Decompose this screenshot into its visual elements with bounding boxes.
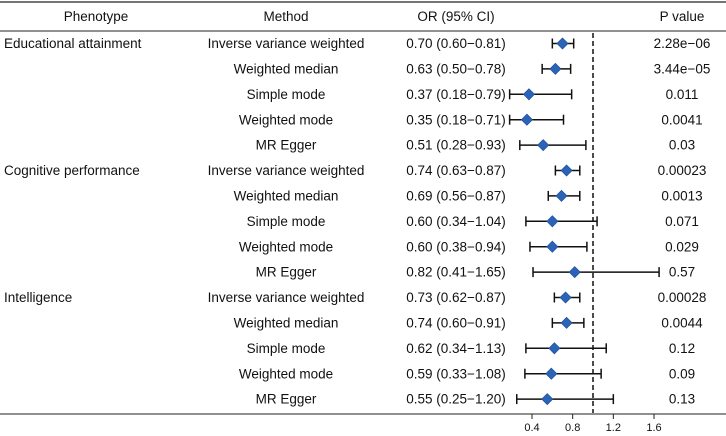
method-label: Simple mode (247, 214, 326, 229)
or-ci-label: 0.37 (0.18−0.79) (406, 87, 505, 102)
method-label: Inverse variance weighted (208, 163, 365, 178)
x-axis: 0.4 0.8 1.2 1.6 (524, 414, 662, 434)
point-estimate-diamond (559, 291, 572, 304)
point-estimate-diamond (522, 88, 535, 101)
method-label: Weighted median (234, 62, 339, 77)
method-label: Weighted mode (239, 112, 333, 127)
method-label: Inverse variance weighted (208, 290, 365, 305)
p-value-label: 3.44e−05 (654, 62, 711, 77)
x-tick-label: 1.6 (646, 422, 661, 434)
point-estimate-diamond (545, 367, 558, 380)
point-estimate-diamond (548, 342, 561, 355)
p-value-label: 0.00023 (658, 163, 707, 178)
or-ci-label: 0.55 (0.25−1.20) (406, 392, 505, 407)
point-estimate-diamond (568, 266, 581, 279)
header-phenotype: Phenotype (64, 9, 129, 24)
p-value-label: 0.0044 (661, 316, 703, 331)
header-method: Method (263, 9, 308, 24)
p-value-label: 0.0041 (661, 112, 702, 127)
or-ci-label: 0.62 (0.34−1.13) (406, 341, 505, 356)
p-value-label: 0.09 (669, 366, 695, 381)
point-estimate-diamond (555, 189, 568, 202)
method-label: Simple mode (247, 87, 326, 102)
or-ci-label: 0.59 (0.33−1.08) (406, 366, 505, 381)
p-value-label: 0.0013 (661, 189, 702, 204)
p-value-label: 0.029 (665, 239, 699, 254)
method-label: Weighted mode (239, 239, 333, 254)
x-tick-label: 1.2 (606, 422, 621, 434)
or-ci-label: 0.70 (0.60−0.81) (406, 36, 505, 51)
point-estimate-diamond (560, 316, 573, 329)
method-label: Weighted median (234, 189, 339, 204)
p-value-label: 0.57 (669, 265, 695, 280)
point-estimate-diamond (537, 139, 550, 152)
method-label: Simple mode (247, 341, 326, 356)
header-or: OR (95% CI) (417, 9, 494, 24)
header-pvalue: P value (660, 9, 705, 24)
or-ci-label: 0.60 (0.34−1.04) (406, 214, 505, 229)
p-value-label: 0.011 (666, 87, 699, 102)
or-ci-label: 0.82 (0.41−1.65) (406, 265, 505, 280)
method-label: MR Egger (256, 265, 317, 280)
or-ci-label: 0.60 (0.38−0.94) (406, 239, 505, 254)
p-value-label: 0.12 (669, 341, 695, 356)
p-value-label: 0.13 (669, 392, 695, 407)
or-ci-label: 0.74 (0.60−0.91) (406, 316, 505, 331)
method-label: Weighted median (234, 316, 339, 331)
p-value-label: 0.03 (669, 138, 695, 153)
method-label: Inverse variance weighted (208, 36, 365, 51)
phenotype-label: Intelligence (4, 290, 72, 305)
method-label: MR Egger (256, 392, 317, 407)
method-label: Weighted mode (239, 366, 333, 381)
phenotype-label: Educational attainment (4, 36, 142, 51)
x-tick-label: 0.8 (565, 422, 580, 434)
p-value-label: 2.28e−06 (654, 36, 711, 51)
p-value-label: 0.00028 (658, 290, 707, 305)
point-estimate-diamond (520, 113, 533, 126)
or-ci-label: 0.69 (0.56−0.87) (406, 189, 505, 204)
point-estimate-diamond (556, 37, 569, 50)
point-estimate-diamond (546, 215, 559, 228)
rows-layer: Educational attainment Inverse variance w… (4, 36, 710, 407)
point-estimate-diamond (546, 240, 559, 253)
phenotype-label: Cognitive performance (4, 163, 140, 178)
plot-layer (508, 33, 660, 413)
point-estimate-diamond (541, 393, 554, 406)
or-ci-label: 0.74 (0.63−0.87) (406, 163, 505, 178)
x-tick-label: 0.4 (524, 422, 539, 434)
method-label: MR Egger (256, 138, 317, 153)
point-estimate-diamond (560, 164, 573, 177)
or-ci-label: 0.63 (0.50−0.78) (406, 62, 505, 77)
or-ci-label: 0.51 (0.28−0.93) (406, 138, 505, 153)
point-estimate-diamond (549, 62, 562, 75)
or-ci-label: 0.35 (0.18−0.71) (406, 112, 505, 127)
p-value-label: 0.071 (665, 214, 699, 229)
or-ci-label: 0.73 (0.62−0.87) (406, 290, 505, 305)
